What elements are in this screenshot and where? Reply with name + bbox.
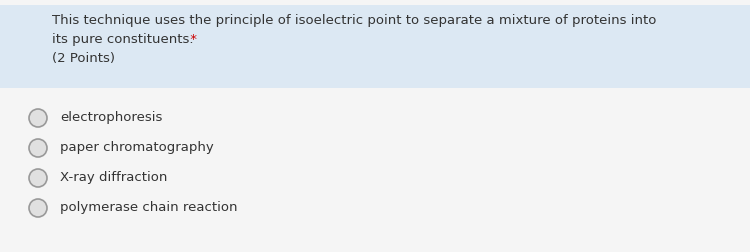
Ellipse shape — [29, 199, 47, 217]
Bar — [0, 5, 750, 88]
Text: (2 Points): (2 Points) — [52, 52, 115, 65]
Text: *: * — [186, 33, 197, 46]
Ellipse shape — [29, 109, 47, 127]
Text: its pure constituents.: its pure constituents. — [52, 33, 194, 46]
Text: electrophoresis: electrophoresis — [60, 111, 162, 124]
Text: polymerase chain reaction: polymerase chain reaction — [60, 202, 238, 214]
Text: This technique uses the principle of isoelectric point to separate a mixture of : This technique uses the principle of iso… — [52, 14, 656, 27]
Text: X-ray diffraction: X-ray diffraction — [60, 172, 167, 184]
Text: paper chromatography: paper chromatography — [60, 142, 214, 154]
Ellipse shape — [29, 139, 47, 157]
Ellipse shape — [29, 169, 47, 187]
